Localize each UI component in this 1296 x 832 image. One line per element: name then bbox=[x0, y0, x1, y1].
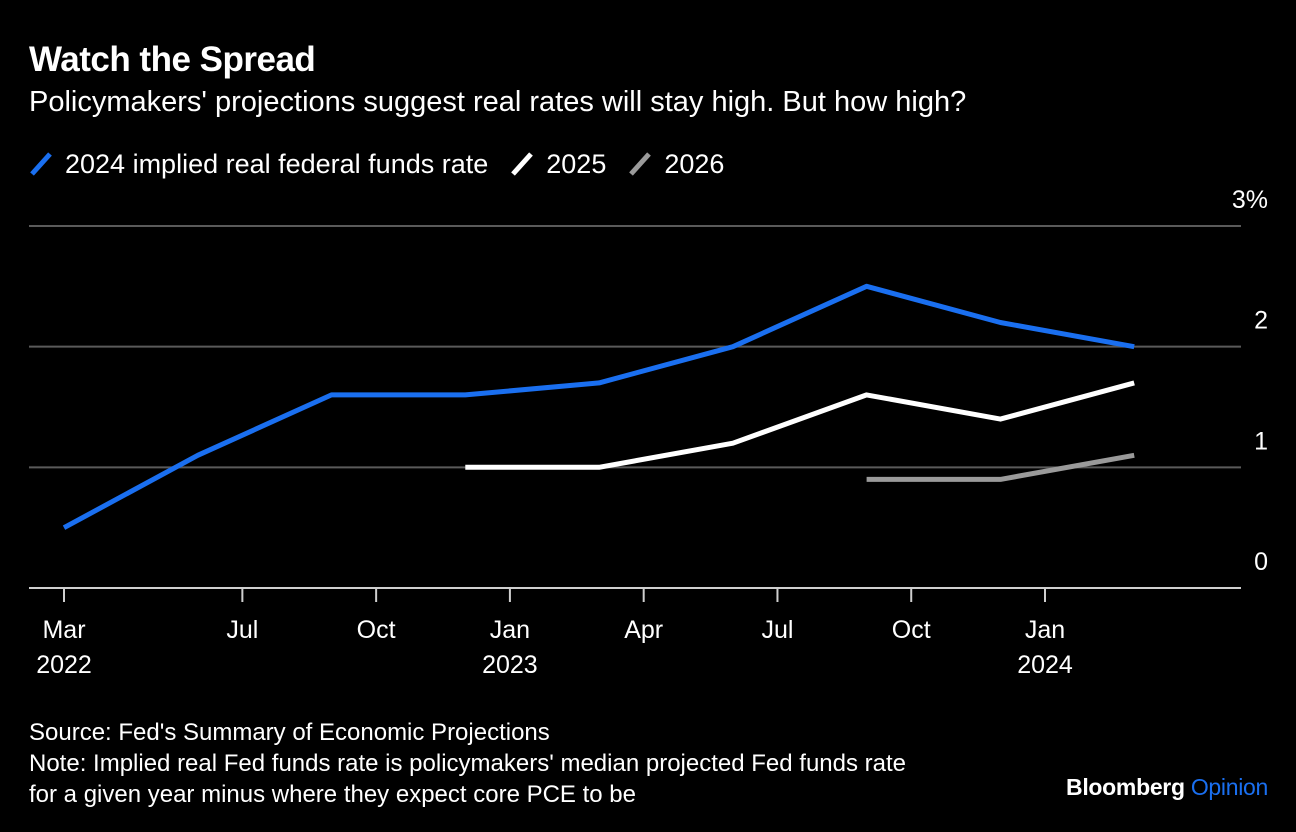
x-tick-label: Mar bbox=[42, 616, 85, 644]
legend-item-2024: 2024 implied real federal funds rate bbox=[29, 149, 488, 180]
series-line-2025 bbox=[465, 380, 1135, 470]
legend-label-2024: 2024 implied real federal funds rate bbox=[65, 148, 489, 179]
x-tick-label: Jan bbox=[1025, 616, 1065, 644]
note-line-2: for a given year minus where they expect… bbox=[29, 781, 636, 808]
brand-main: Bloomberg bbox=[1066, 774, 1185, 800]
source-text: Source: Fed's Summary of Economic Projec… bbox=[29, 719, 550, 746]
legend: 2024 implied real federal funds rate 202… bbox=[29, 147, 746, 181]
chart-subtitle: Policymakers' projections suggest real r… bbox=[29, 86, 967, 118]
note-line-1: Note: Implied real Fed funds rate is pol… bbox=[29, 750, 907, 777]
x-tick-label: Jul bbox=[226, 616, 258, 644]
y-tick-label-3: 3% bbox=[1232, 186, 1268, 214]
x-tick-label: Jan bbox=[490, 616, 530, 644]
legend-swatch-2025 bbox=[510, 151, 536, 177]
chart-footer: Source: Fed's Summary of Economic Projec… bbox=[29, 717, 906, 810]
series-line-2024 bbox=[62, 283, 1135, 530]
chart-title: Watch the Spread bbox=[29, 40, 316, 79]
brand-logo: Bloomberg Opinion bbox=[1066, 774, 1268, 801]
x-tick-label: Oct bbox=[357, 616, 396, 644]
line-chart: 3% 2 1 0 Mar 2022 Jul Oct Jan 2023 Apr Jul Oct Jan 202… bbox=[29, 186, 1268, 679]
legend-label-2025: 2025 bbox=[546, 148, 607, 179]
x-tick-year-label: 2023 bbox=[482, 651, 538, 679]
series-line-2026 bbox=[866, 452, 1135, 482]
x-tick-label: Apr bbox=[624, 616, 663, 644]
legend-swatch-2026 bbox=[628, 151, 654, 177]
legend-item-2026: 2026 bbox=[628, 149, 724, 180]
legend-item-2025: 2025 bbox=[510, 149, 606, 180]
y-tick-label-1: 1 bbox=[1254, 427, 1268, 455]
legend-swatch-2024 bbox=[29, 151, 55, 177]
y-tick-label-0: 0 bbox=[1254, 548, 1268, 576]
brand-sub: Opinion bbox=[1190, 774, 1268, 800]
y-tick-label-2: 2 bbox=[1254, 307, 1268, 335]
legend-label-2026: 2026 bbox=[664, 148, 725, 179]
x-tick-label: Jul bbox=[761, 616, 793, 644]
x-tick-year-label: 2024 bbox=[1017, 651, 1073, 679]
x-tick-year-label: 2022 bbox=[36, 651, 92, 679]
x-tick-label: Oct bbox=[892, 616, 931, 644]
